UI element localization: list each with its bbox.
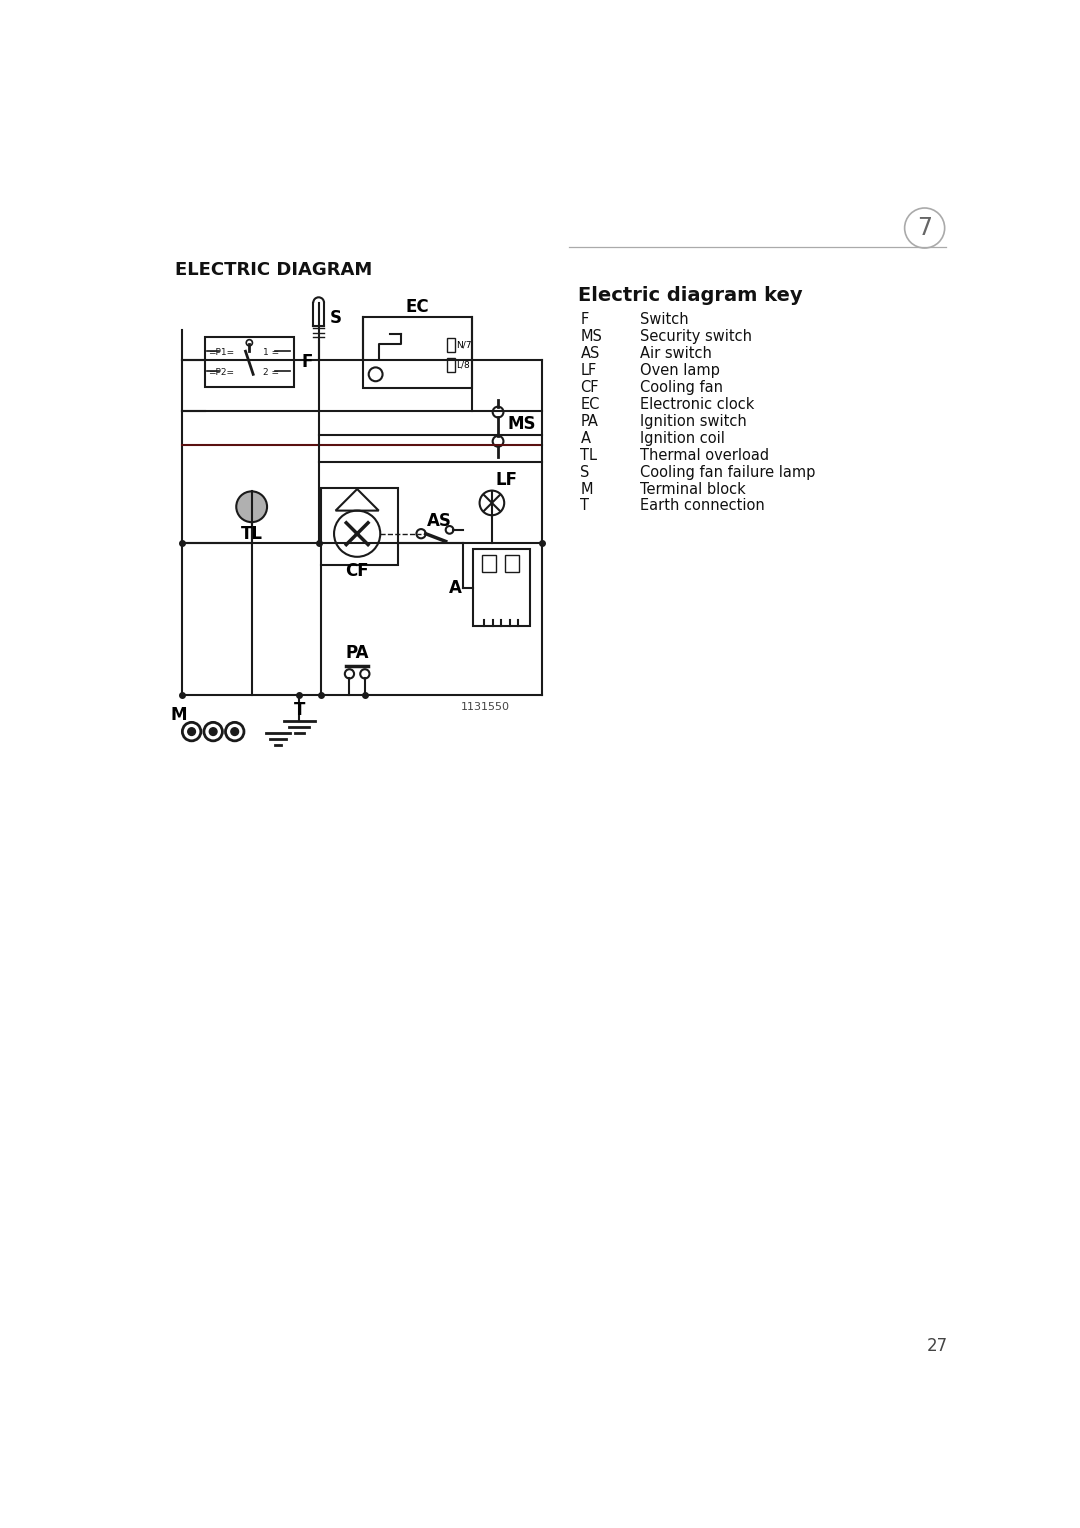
Circle shape: [188, 727, 195, 735]
Text: M: M: [580, 481, 593, 497]
Text: CF: CF: [346, 562, 369, 579]
Text: Earth connection: Earth connection: [639, 498, 765, 513]
Bar: [482, 555, 496, 571]
Text: Cooling fan: Cooling fan: [639, 380, 723, 394]
Text: T: T: [294, 701, 305, 720]
Text: T: T: [580, 498, 590, 513]
Bar: [473, 549, 530, 626]
Text: A: A: [449, 579, 462, 596]
Bar: [205, 338, 294, 388]
Text: Ignition switch: Ignition switch: [639, 414, 746, 429]
Text: CF: CF: [580, 380, 599, 394]
Bar: [447, 338, 455, 351]
Text: Switch: Switch: [639, 312, 688, 327]
Text: MS: MS: [580, 329, 603, 344]
Text: Security switch: Security switch: [639, 329, 752, 344]
Text: EC: EC: [580, 397, 599, 413]
Circle shape: [246, 339, 253, 345]
Circle shape: [237, 492, 267, 523]
Text: Terminal block: Terminal block: [639, 481, 745, 497]
Bar: [447, 358, 455, 371]
Text: N/7: N/7: [457, 341, 472, 350]
Text: F: F: [301, 353, 313, 371]
Text: LF: LF: [580, 364, 596, 377]
Text: 27: 27: [927, 1337, 948, 1355]
Bar: [505, 555, 518, 571]
Text: MS: MS: [508, 414, 536, 432]
Text: Oven lamp: Oven lamp: [639, 364, 719, 377]
Text: =P2=: =P2=: [208, 368, 234, 376]
Text: AS: AS: [580, 345, 599, 361]
Text: AS: AS: [428, 512, 453, 530]
Text: PA: PA: [346, 645, 369, 662]
Text: Electric diagram key: Electric diagram key: [578, 286, 802, 304]
Text: ELECTRIC DIAGRAM: ELECTRIC DIAGRAM: [175, 261, 372, 278]
Text: L/8: L/8: [457, 361, 470, 370]
Text: M: M: [170, 706, 187, 724]
Bar: [363, 316, 472, 388]
Text: TL: TL: [241, 524, 262, 542]
Text: Air switch: Air switch: [639, 345, 712, 361]
Text: Electronic clock: Electronic clock: [639, 397, 754, 413]
Text: F: F: [580, 312, 589, 327]
Text: TL: TL: [580, 448, 597, 463]
Text: LF: LF: [496, 471, 517, 489]
Text: A: A: [580, 431, 591, 446]
Circle shape: [210, 727, 217, 735]
Text: 7: 7: [917, 215, 932, 240]
Circle shape: [231, 727, 239, 735]
Text: =P1=: =P1=: [208, 348, 234, 358]
Text: S: S: [580, 465, 590, 480]
Text: EC: EC: [405, 298, 429, 316]
Text: 2 =: 2 =: [264, 368, 280, 376]
Text: S: S: [329, 309, 341, 327]
Text: 1 =: 1 =: [264, 348, 280, 358]
Text: Cooling fan failure lamp: Cooling fan failure lamp: [639, 465, 815, 480]
Text: PA: PA: [580, 414, 598, 429]
Bar: [321, 487, 397, 564]
Text: Thermal overload: Thermal overload: [639, 448, 769, 463]
Text: Ignition coil: Ignition coil: [639, 431, 725, 446]
Text: 1131550: 1131550: [461, 701, 510, 712]
